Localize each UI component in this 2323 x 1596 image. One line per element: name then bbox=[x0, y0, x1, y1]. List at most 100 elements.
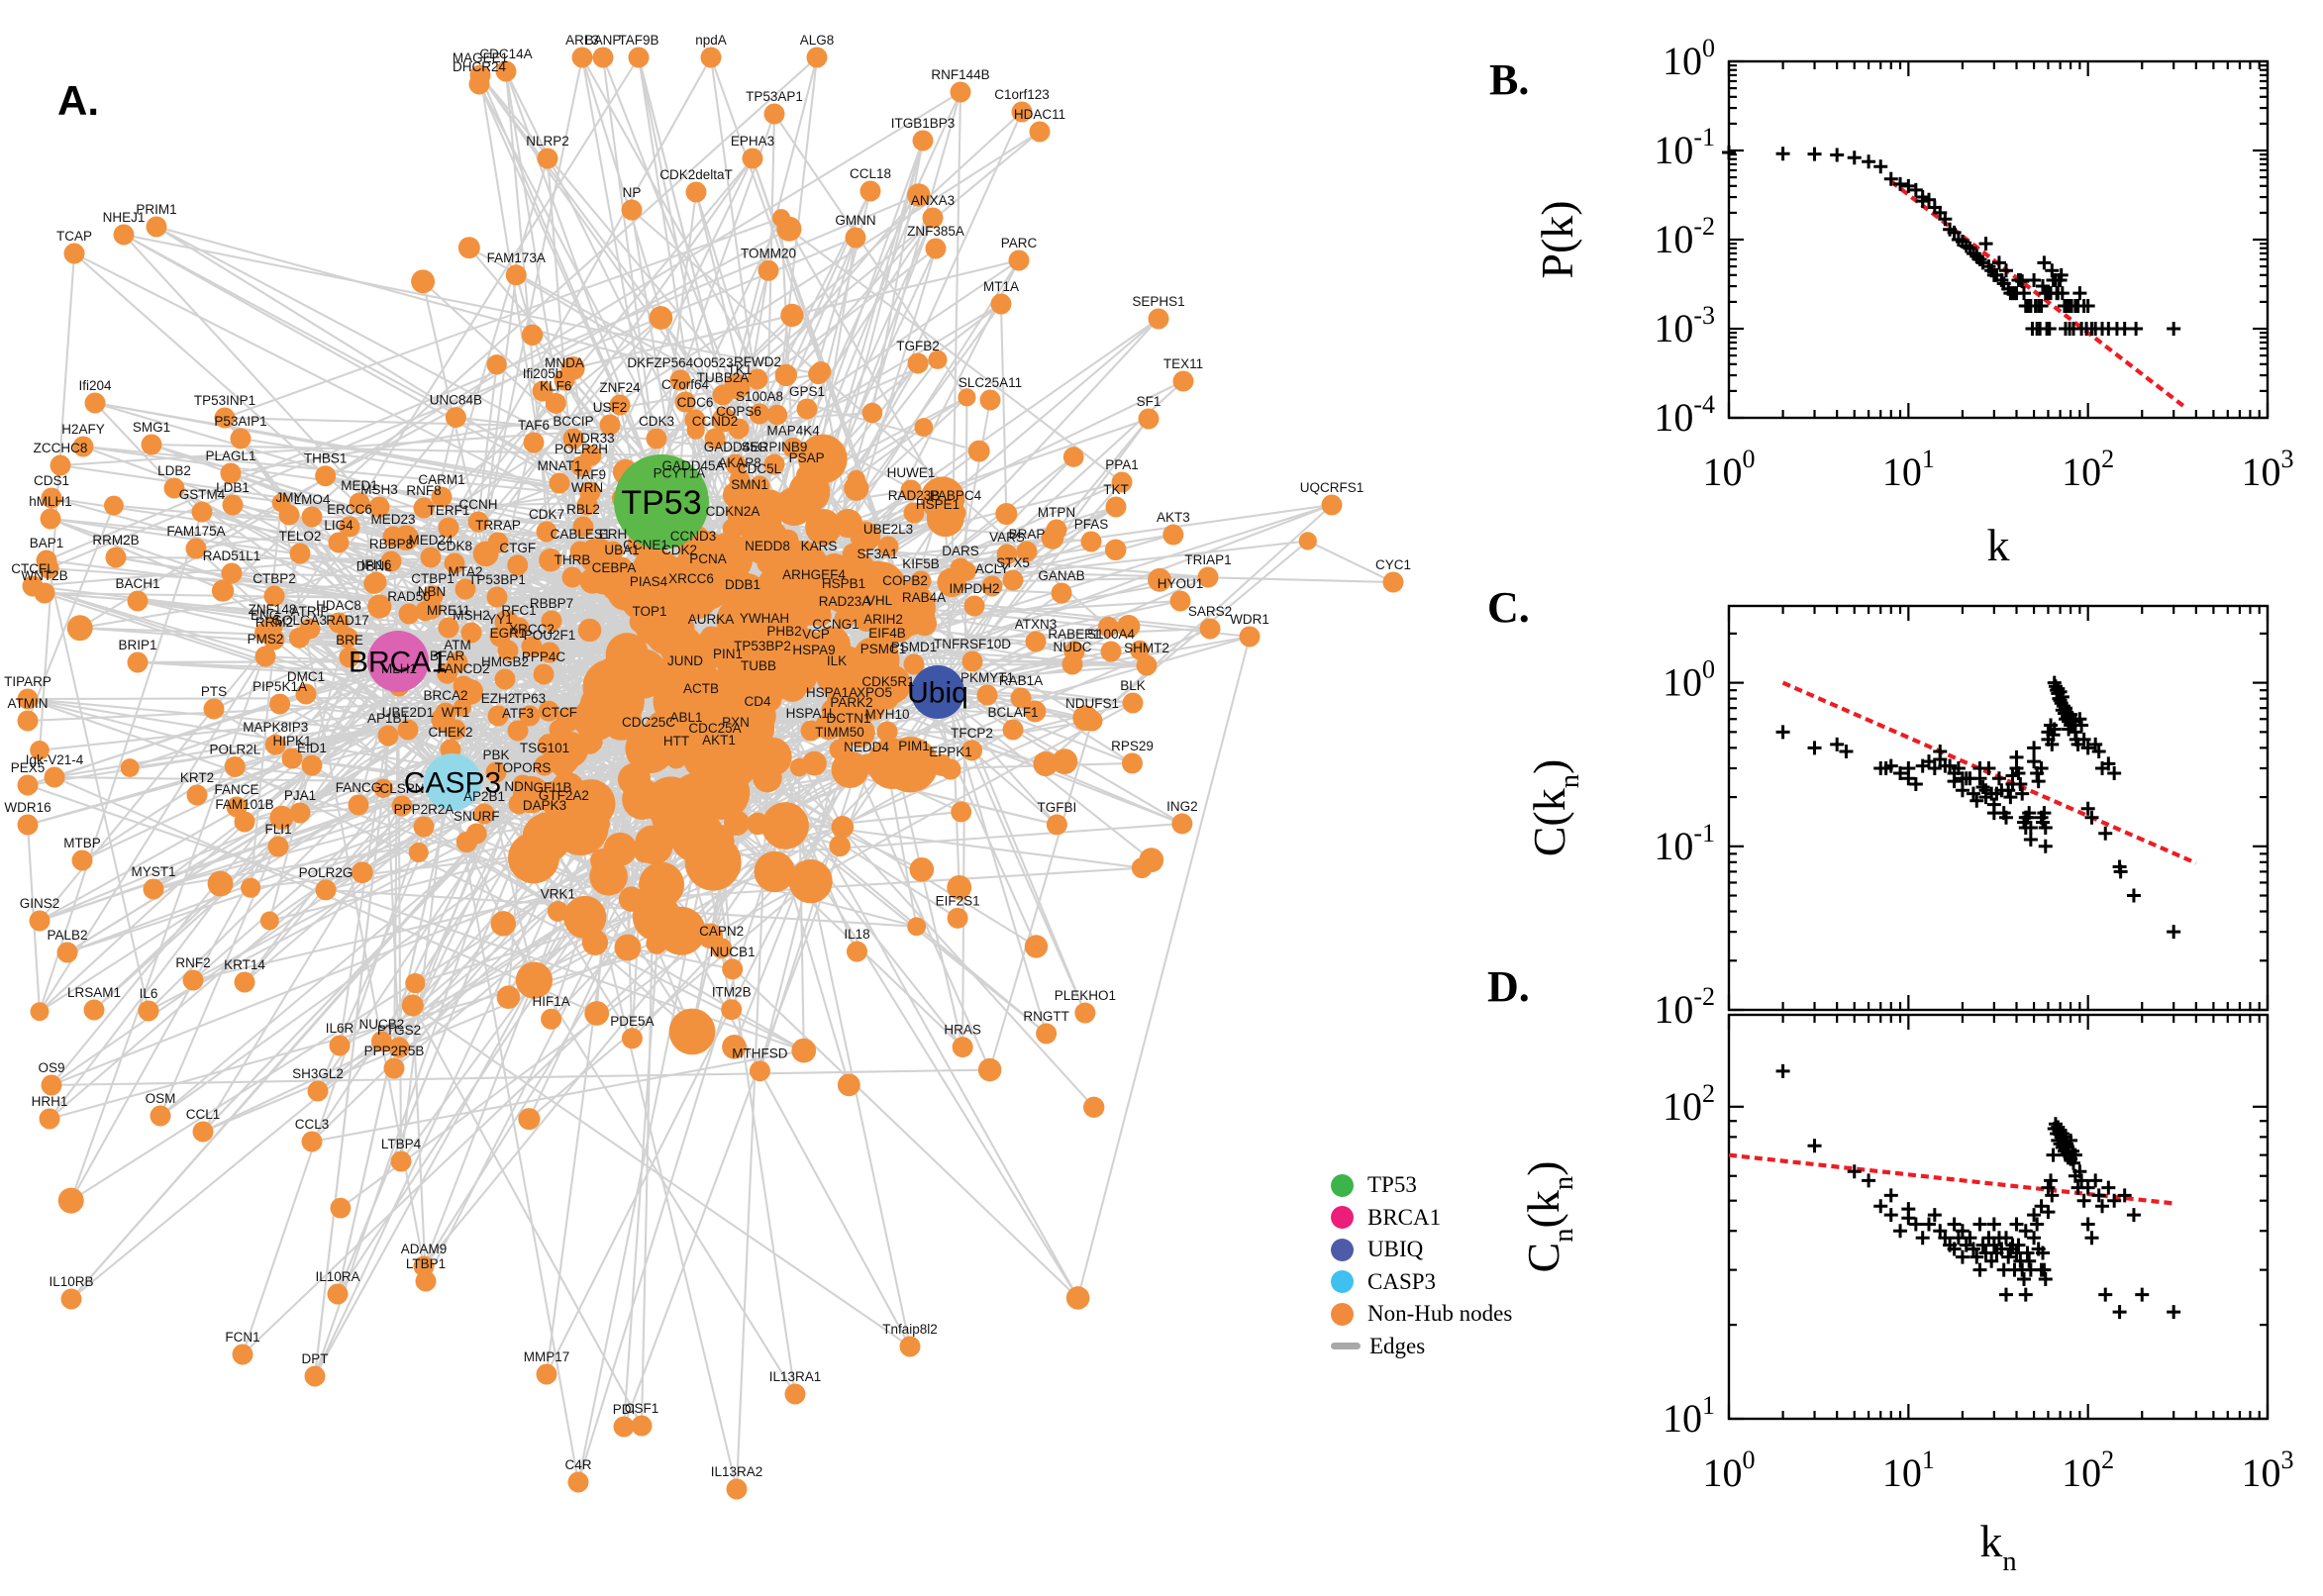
network-edge bbox=[787, 228, 1124, 484]
network-edge bbox=[1076, 635, 1252, 1300]
network-node-label: BACH1 bbox=[115, 576, 159, 591]
network-node bbox=[1117, 614, 1141, 639]
network-node-label: DCTN1 bbox=[826, 711, 870, 726]
network-node-label: MNAT1 bbox=[538, 458, 582, 473]
network-edge bbox=[50, 845, 656, 1087]
network-node-label: SMN1 bbox=[731, 477, 768, 492]
network-node bbox=[729, 469, 751, 491]
network-node-label: LMO4 bbox=[294, 492, 331, 507]
network-node-label: PTGS2 bbox=[377, 1023, 421, 1038]
network-node bbox=[763, 103, 785, 125]
edge-line-icon bbox=[1331, 1343, 1361, 1350]
network-node bbox=[632, 892, 681, 942]
network-node-label: HRH1 bbox=[32, 1094, 68, 1109]
network-node-label: CDC5L bbox=[738, 461, 782, 476]
network-node-label: MSH2 bbox=[453, 608, 490, 623]
plus-marker bbox=[1908, 182, 1923, 197]
network-node bbox=[927, 511, 949, 533]
network-node-label: BCCIP bbox=[553, 414, 593, 429]
network-node bbox=[1162, 524, 1184, 546]
network-node bbox=[603, 574, 625, 596]
plus-marker bbox=[1998, 1231, 2013, 1246]
network-node bbox=[950, 81, 971, 103]
network-node bbox=[263, 585, 285, 607]
network-node-label: ATRIP bbox=[291, 604, 330, 619]
plus-marker bbox=[2042, 322, 2057, 336]
network-node bbox=[1148, 567, 1172, 592]
network-node bbox=[576, 494, 598, 516]
network-node bbox=[903, 653, 925, 675]
network-node-label: ALG8 bbox=[800, 33, 835, 48]
network-node-label: YWHAH bbox=[740, 611, 789, 626]
network-node-label: WDR16 bbox=[4, 800, 50, 815]
network-node-label: TP53INP1 bbox=[194, 393, 255, 408]
plus-marker bbox=[1955, 1224, 1970, 1239]
legend-label: BRCA1 bbox=[1367, 1204, 1442, 1230]
network-node bbox=[748, 672, 769, 694]
network-edge bbox=[936, 690, 1059, 826]
network-node bbox=[17, 688, 39, 710]
network-node bbox=[841, 709, 862, 731]
network-node-label: NUCB2 bbox=[359, 1017, 405, 1032]
network-node bbox=[635, 551, 656, 573]
network-node bbox=[234, 971, 255, 993]
plus-marker bbox=[2011, 765, 2026, 780]
network-node bbox=[485, 761, 507, 783]
network-node bbox=[716, 595, 766, 647]
network-node bbox=[222, 494, 244, 516]
tick-label: 10-2 bbox=[1654, 982, 1715, 1032]
network-node-label: CEBPA bbox=[592, 560, 637, 575]
network-node-label: THRB bbox=[555, 552, 591, 567]
plus-marker bbox=[1991, 255, 2006, 270]
network-node-label: ACLY bbox=[975, 561, 1009, 576]
tick-label: 101 bbox=[1663, 1391, 1715, 1441]
network-node bbox=[56, 942, 78, 963]
network-edge bbox=[310, 1049, 805, 1144]
network-node bbox=[894, 587, 916, 609]
network-node bbox=[1033, 750, 1059, 777]
network-node bbox=[900, 479, 922, 501]
network-edge bbox=[787, 228, 944, 500]
plus-marker bbox=[2036, 1246, 2050, 1260]
network-node-label: FANCG bbox=[336, 780, 382, 795]
network-node-label: GANAB bbox=[1038, 568, 1084, 583]
network-node bbox=[1148, 308, 1169, 330]
plus-marker bbox=[2080, 801, 2095, 816]
network-node bbox=[421, 598, 443, 620]
network-node-label: PKMYT1 bbox=[960, 670, 1014, 685]
network-node bbox=[150, 1105, 171, 1127]
network-node bbox=[766, 404, 788, 426]
network-node bbox=[981, 575, 1003, 597]
network-node-label: IL13RA1 bbox=[769, 1369, 822, 1384]
network-node-label: FANCE bbox=[214, 782, 258, 797]
network-edge bbox=[38, 780, 454, 923]
network-node bbox=[846, 941, 867, 962]
network-node bbox=[487, 532, 509, 553]
network-node bbox=[453, 675, 474, 697]
network-node bbox=[348, 794, 369, 816]
plus-marker bbox=[1862, 154, 1876, 169]
plus-marker bbox=[1955, 783, 1970, 798]
network-node-label: WDR33 bbox=[567, 431, 614, 446]
ubiq-dot-icon bbox=[1331, 1238, 1354, 1261]
network-node bbox=[761, 802, 809, 849]
tick-label: 102 bbox=[2062, 1446, 2114, 1495]
plus-marker bbox=[2037, 806, 2052, 821]
network-node bbox=[722, 518, 744, 540]
network-node bbox=[684, 409, 706, 431]
network-node bbox=[1136, 654, 1158, 676]
network-node bbox=[1061, 653, 1083, 675]
plus-marker bbox=[1947, 225, 1962, 240]
network-node bbox=[553, 802, 574, 824]
network-node-label: ARL3 bbox=[565, 33, 599, 48]
network-node bbox=[437, 662, 458, 684]
network-node-label: TRRAP bbox=[475, 518, 521, 533]
plus-marker bbox=[2066, 1155, 2080, 1170]
network-node-label: EIF2S1 bbox=[936, 893, 980, 908]
plus-marker bbox=[1775, 725, 1790, 740]
network-node bbox=[831, 816, 855, 839]
network-edge bbox=[304, 692, 694, 1034]
network-node bbox=[460, 622, 482, 644]
plus-marker bbox=[2003, 790, 2018, 805]
network-edge bbox=[405, 130, 1042, 540]
